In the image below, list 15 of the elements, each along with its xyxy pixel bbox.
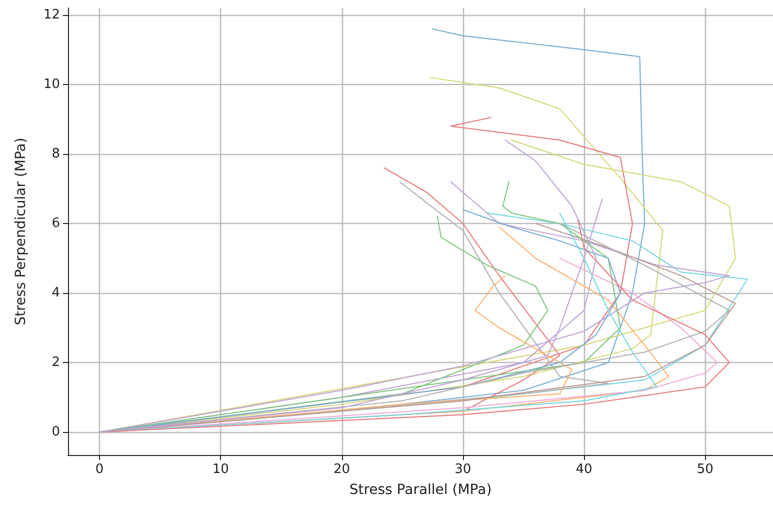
x-tick-label: 50 — [696, 462, 714, 477]
y-tick-label: 6 — [52, 216, 60, 232]
x-tick-label: 40 — [576, 462, 592, 477]
x-tick-label: 20 — [333, 462, 350, 477]
y-tick-label: 8 — [52, 146, 60, 162]
y-axis-title: Stress Perpendicular (MPa) — [13, 138, 29, 326]
y-tick-label: 12 — [43, 7, 60, 22]
x-tick-label: 30 — [454, 462, 472, 477]
y-tick-label: 2 — [52, 355, 60, 370]
x-axis-title: Stress Parallel (MPa) — [349, 482, 492, 498]
x-tick-label: 10 — [212, 462, 229, 477]
y-tick-label: 0 — [52, 424, 60, 440]
x-tick-label: 0 — [95, 462, 104, 477]
y-tick-label: 10 — [43, 76, 60, 92]
y-tick-label: 4 — [52, 286, 60, 301]
